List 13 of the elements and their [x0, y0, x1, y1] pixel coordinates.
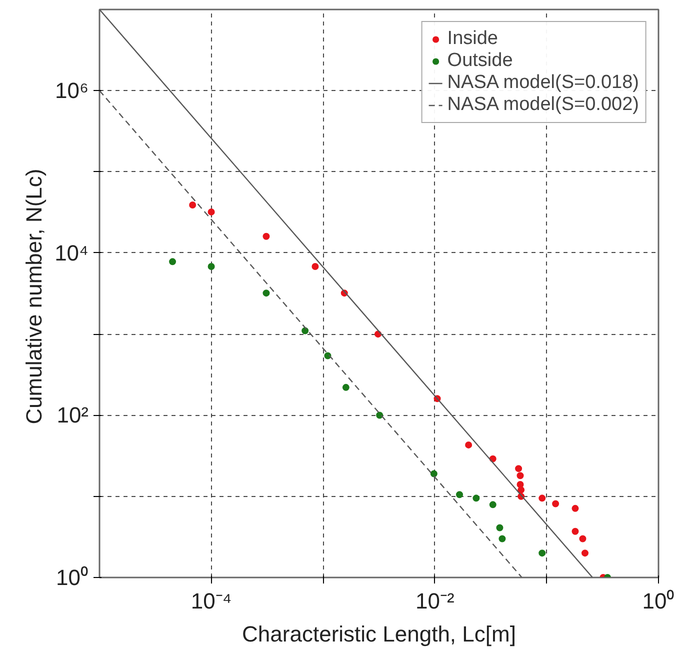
legend-label: NASA model(S=0.002): [447, 94, 639, 116]
x-tick-label: 10⁰: [642, 588, 675, 614]
legend-label: NASA model(S=0.018): [447, 72, 639, 94]
y-tick-label: 10²: [56, 402, 88, 428]
x-tick-label: 10⁻⁴: [190, 588, 232, 614]
x-tick-label: 10⁻²: [416, 588, 454, 614]
x-axis-title: Characteristic Length, Lc[m]: [242, 622, 516, 646]
y-tick-label: 10⁶: [54, 78, 89, 104]
y-tick-label: 10⁴: [54, 240, 89, 266]
legend-label: Outside: [447, 50, 513, 72]
y-tick-label: 10⁰: [56, 565, 89, 590]
legend-label: Inside: [447, 28, 498, 50]
y-axis-title: Cumulative number, N(Lc): [22, 168, 47, 424]
